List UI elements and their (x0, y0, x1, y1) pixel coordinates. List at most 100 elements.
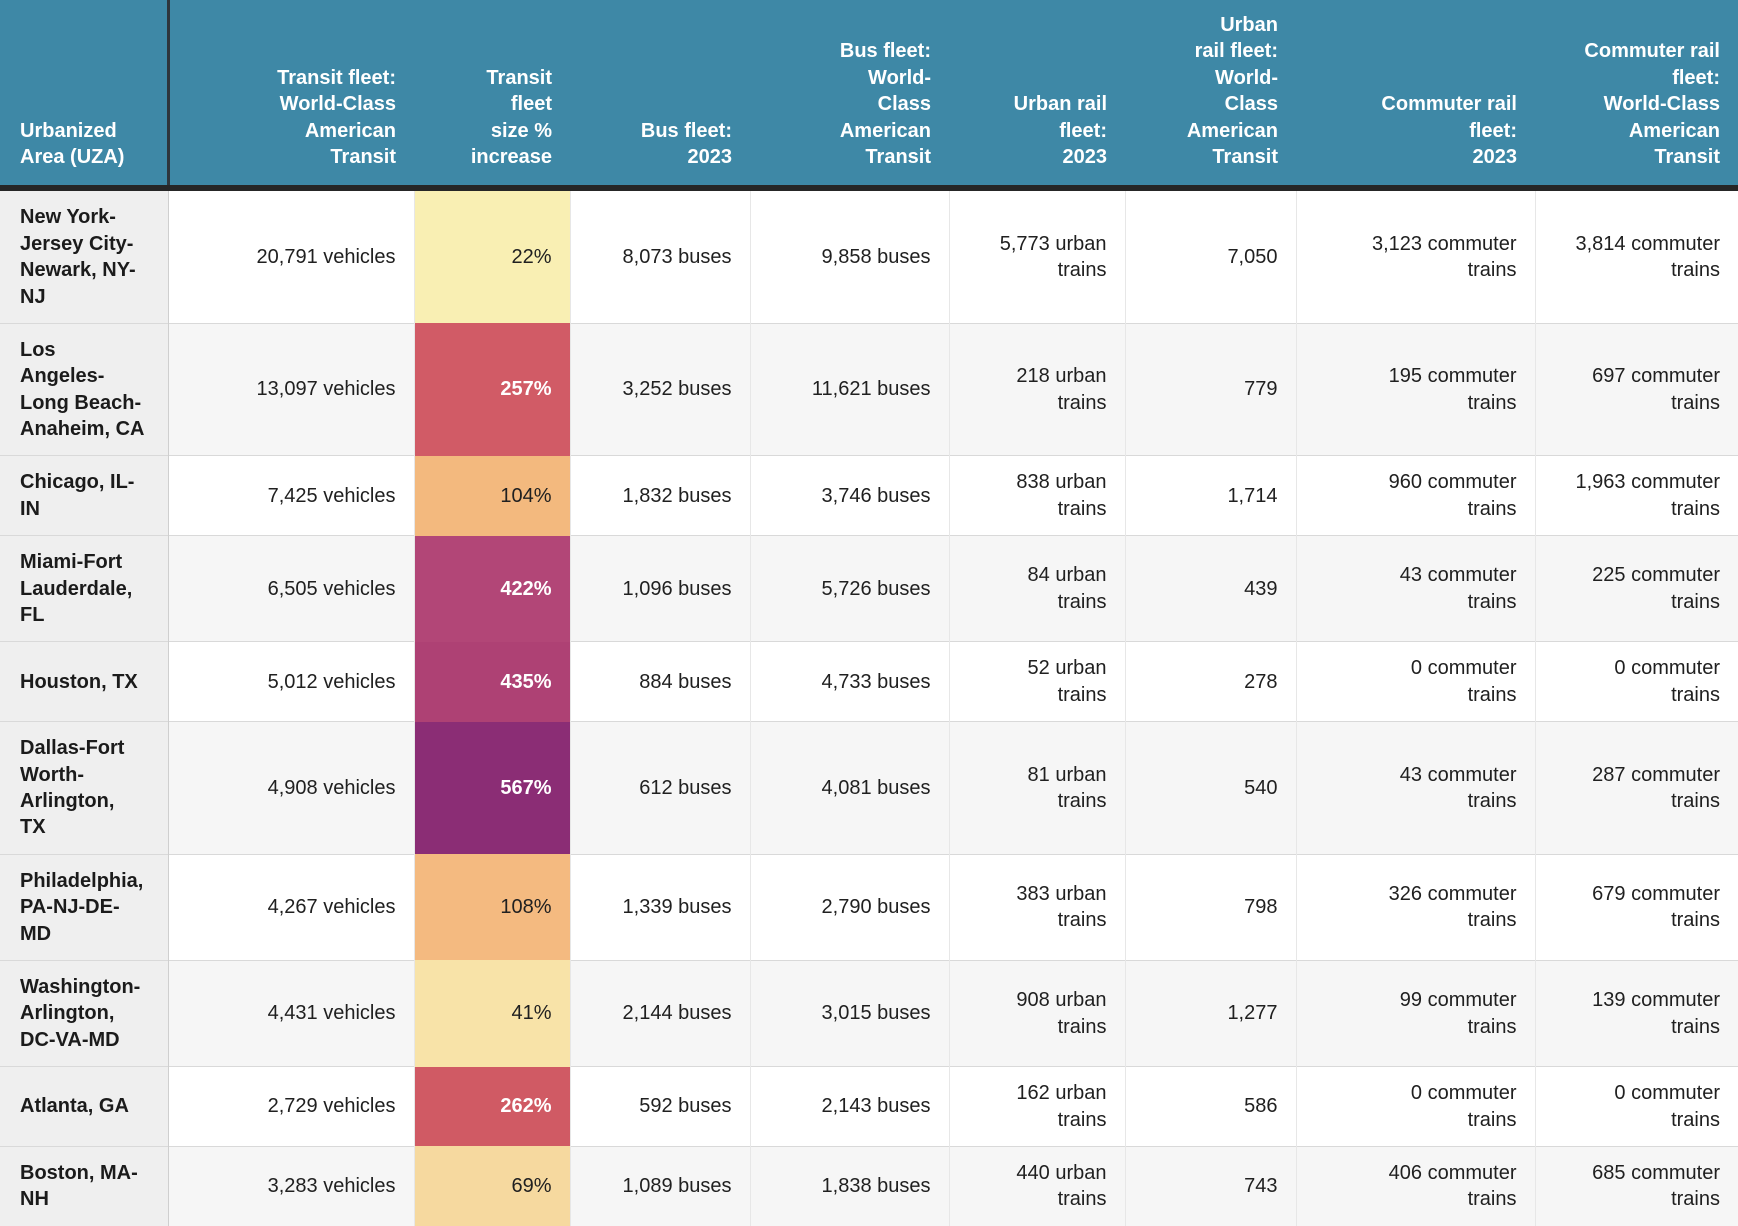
cell-bus-wcat: 11,621 buses (749, 322, 949, 456)
table-row: Atlanta, GA 2,729 vehicles 262% 592 buses 2,… (0, 1066, 1738, 1147)
cell-bus2023: 884 buses (569, 641, 750, 722)
cell-bus-wcat: 5,726 buses (749, 535, 949, 642)
cell-urban2023: 440 urban trains (948, 1145, 1125, 1226)
cell-urban2023: 52 urban trains (948, 641, 1125, 722)
cell-bus-wcat: 2,143 buses (749, 1066, 949, 1147)
table-row: Dallas-Fort Worth- Arlington, TX 4,908 ve… (0, 721, 1738, 855)
cell-bus2023: 1,096 buses (569, 535, 750, 642)
table-row: Miami-Fort Lauderdale, FL 6,505 vehicles 4… (0, 535, 1738, 642)
cell-fleet-wcat: 13,097 vehicles (167, 322, 414, 456)
cell-urban2023: 81 urban trains (948, 721, 1125, 855)
cell-urban-wcat: 7,050 (1124, 187, 1296, 324)
cell-pct: 435% (413, 641, 570, 722)
column-header-urban2023: Urban rail fleet: 2023 (949, 0, 1125, 192)
cell-pct: 69% (413, 1146, 570, 1226)
cell-bus-wcat: 3,746 buses (749, 455, 949, 536)
cell-bus-wcat: 4,733 buses (749, 641, 949, 722)
table-row: New York- Jersey City- Newark, NY- NJ 20,… (0, 187, 1738, 324)
cell-uza: New York- Jersey City- Newark, NY- NJ (0, 187, 169, 324)
cell-fleet-wcat: 4,908 vehicles (167, 721, 414, 855)
cell-bus-wcat: 4,081 buses (749, 721, 949, 855)
cell-uza: Washington- Arlington, DC-VA-MD (0, 959, 169, 1067)
cell-commuter2023: 43 commuter trains (1295, 535, 1535, 642)
cell-uza: Miami-Fort Lauderdale, FL (0, 535, 169, 642)
column-header-uza: Urbanized Area (UZA) (0, 0, 170, 192)
column-header-bus2023: Bus fleet: 2023 (570, 0, 750, 192)
cell-bus2023: 3,252 buses (569, 322, 750, 456)
cell-pct: 567% (413, 721, 570, 855)
cell-bus2023: 2,144 buses (569, 959, 750, 1067)
cell-commuter-wcat: 225 commuter trains (1534, 535, 1738, 642)
column-header-pct: Transit fleet size % increase (414, 0, 570, 192)
cell-fleet-wcat: 3,283 vehicles (167, 1145, 414, 1226)
cell-urban2023: 218 urban trains (948, 322, 1125, 456)
cell-commuter2023: 960 commuter trains (1295, 455, 1535, 536)
cell-commuter-wcat: 3,814 commuter trains (1534, 187, 1738, 324)
table-row: Boston, MA- NH 3,283 vehicles 69% 1,089 bus… (0, 1145, 1738, 1226)
cell-fleet-wcat: 6,505 vehicles (167, 535, 414, 642)
column-header-bus-wcat: Bus fleet: World- Class American Transit (750, 0, 949, 192)
header-row: Urbanized Area (UZA) Transit fleet: World… (0, 0, 1738, 192)
cell-fleet-wcat: 2,729 vehicles (167, 1066, 414, 1147)
cell-commuter-wcat: 1,963 commuter trains (1534, 455, 1738, 536)
cell-commuter-wcat: 685 commuter trains (1534, 1145, 1738, 1226)
cell-uza: Philadelphia, PA-NJ-DE- MD (0, 853, 169, 961)
cell-fleet-wcat: 20,791 vehicles (167, 187, 414, 324)
table-row: Chicago, IL- IN 7,425 vehicles 104% 1,832 b… (0, 455, 1738, 536)
cell-urban2023: 838 urban trains (948, 455, 1125, 536)
cell-pct: 22% (413, 188, 570, 324)
cell-commuter-wcat: 697 commuter trains (1534, 322, 1738, 456)
column-header-urban-wcat: Urban rail fleet: World- Class American … (1125, 0, 1296, 192)
column-header-commuter2023: Commuter rail fleet: 2023 (1296, 0, 1535, 192)
cell-bus-wcat: 9,858 buses (749, 187, 949, 324)
cell-urban2023: 908 urban trains (948, 959, 1125, 1067)
cell-urban-wcat: 586 (1124, 1066, 1296, 1147)
cell-bus-wcat: 2,790 buses (749, 853, 949, 961)
table-row: Philadelphia, PA-NJ-DE- MD 4,267 vehicles… (0, 853, 1738, 961)
cell-bus2023: 1,339 buses (569, 853, 750, 961)
cell-uza: Dallas-Fort Worth- Arlington, TX (0, 721, 169, 855)
cell-urban-wcat: 1,277 (1124, 959, 1296, 1067)
cell-urban2023: 383 urban trains (948, 853, 1125, 961)
cell-urban-wcat: 1,714 (1124, 455, 1296, 536)
table-row: Houston, TX 5,012 vehicles 435% 884 buses 4,… (0, 641, 1738, 722)
cell-commuter2023: 326 commuter trains (1295, 853, 1535, 961)
cell-urban-wcat: 779 (1124, 322, 1296, 456)
cell-commuter-wcat: 287 commuter trains (1534, 721, 1738, 855)
cell-commuter-wcat: 679 commuter trains (1534, 853, 1738, 961)
cell-urban-wcat: 743 (1124, 1145, 1296, 1226)
cell-bus2023: 1,089 buses (569, 1145, 750, 1226)
cell-urban-wcat: 278 (1124, 641, 1296, 722)
cell-commuter2023: 3,123 commuter trains (1295, 187, 1535, 324)
cell-commuter2023: 195 commuter trains (1295, 322, 1535, 456)
cell-urban-wcat: 540 (1124, 721, 1296, 855)
cell-fleet-wcat: 5,012 vehicles (167, 641, 414, 722)
table-row: Los Angeles- Long Beach- Anaheim, CA 13,0… (0, 322, 1738, 456)
cell-pct: 262% (413, 1066, 570, 1147)
cell-bus-wcat: 3,015 buses (749, 959, 949, 1067)
cell-commuter-wcat: 139 commuter trains (1534, 959, 1738, 1067)
column-header-commuter-wcat: Commuter rail fleet: World-Class America… (1535, 0, 1738, 192)
cell-pct: 108% (413, 854, 570, 961)
cell-uza: Boston, MA- NH (0, 1145, 169, 1226)
cell-pct: 41% (413, 960, 570, 1067)
cell-uza: Chicago, IL- IN (0, 455, 169, 536)
cell-bus2023: 1,832 buses (569, 455, 750, 536)
cell-bus2023: 592 buses (569, 1066, 750, 1147)
cell-urban2023: 162 urban trains (948, 1066, 1125, 1147)
cell-bus2023: 8,073 buses (569, 187, 750, 324)
cell-urban2023: 5,773 urban trains (948, 187, 1125, 324)
cell-commuter-wcat: 0 commuter trains (1534, 641, 1738, 722)
cell-fleet-wcat: 4,267 vehicles (167, 853, 414, 961)
column-header-fleet-wcat: Transit fleet: World-Class American Tran… (168, 0, 414, 192)
cell-uza: Houston, TX (0, 641, 169, 722)
cell-pct: 422% (413, 535, 570, 642)
cell-bus-wcat: 1,838 buses (749, 1145, 949, 1226)
cell-pct: 257% (413, 323, 570, 456)
cell-urban-wcat: 798 (1124, 853, 1296, 961)
cell-urban-wcat: 439 (1124, 535, 1296, 642)
cell-uza: Los Angeles- Long Beach- Anaheim, CA (0, 322, 169, 456)
table-row: Washington- Arlington, DC-VA-MD 4,431 veh… (0, 959, 1738, 1067)
